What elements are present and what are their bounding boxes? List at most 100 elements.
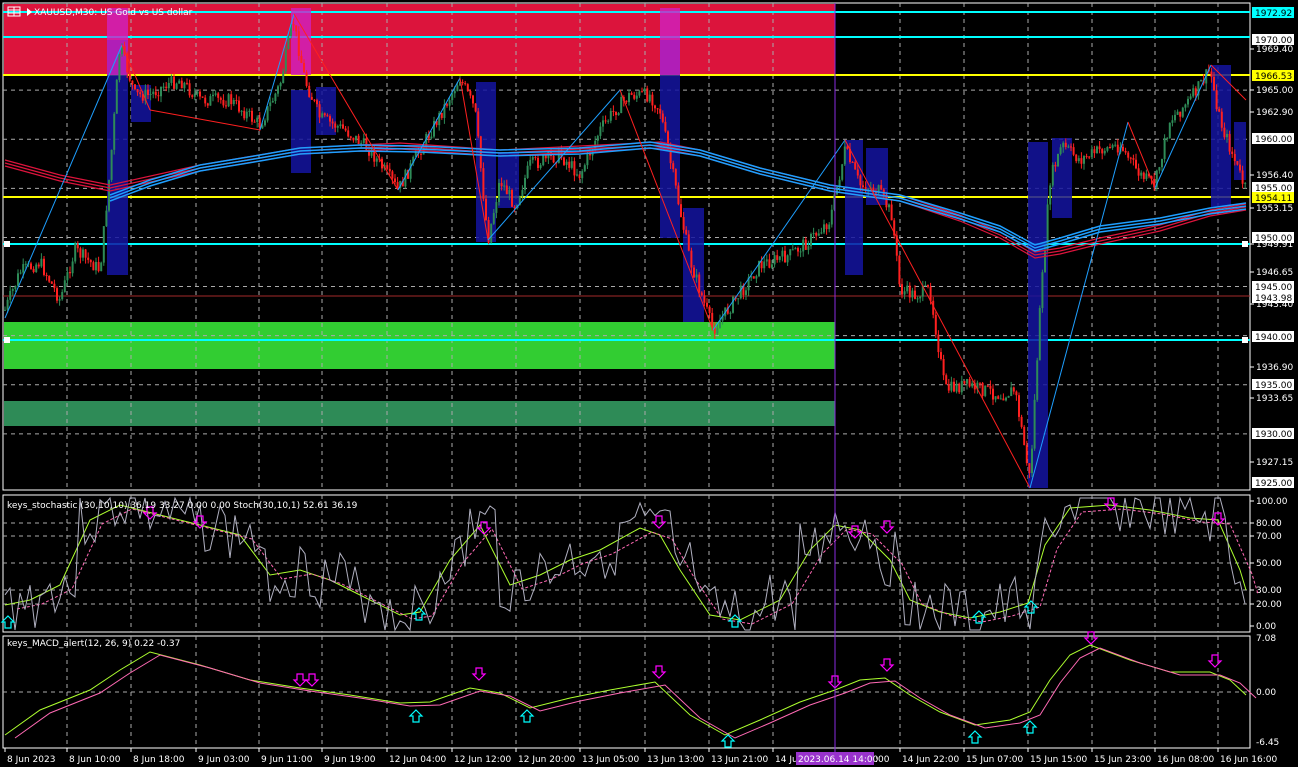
- time-axis-label: 8 Jun 10:00: [69, 755, 121, 765]
- candle-body: [485, 198, 487, 221]
- price-axis-label: 1943.40: [1256, 300, 1293, 310]
- price-level-label: 1966.53: [1255, 72, 1292, 82]
- candle-body: [508, 190, 511, 195]
- candle-body: [227, 94, 230, 107]
- candle-body: [326, 115, 329, 117]
- zigzag-segment: [293, 13, 399, 191]
- candle-body: [420, 153, 422, 155]
- candle-body: [48, 275, 51, 282]
- stoch-down-arrow-icon: [1210, 512, 1226, 526]
- candle-body: [199, 91, 201, 97]
- time-axis-label: 9 Jun 11:00: [261, 755, 313, 765]
- candle-body: [401, 180, 404, 187]
- candle-body: [700, 292, 703, 296]
- candle-body: [786, 255, 789, 263]
- price-level-label-bg: [1252, 292, 1294, 303]
- price-level-label: 1972.92: [1255, 9, 1292, 19]
- candle-body: [1116, 144, 1119, 153]
- price-axis[interactable]: 1969.40 1965.00 1962.90 1956.40 1953.15 1949.…: [1250, 7, 1294, 489]
- zigzag-segment: [459, 77, 489, 241]
- candle-body: [1236, 161, 1239, 165]
- candle-body: [583, 165, 586, 172]
- stoch-up-arrow-icon: [0, 615, 16, 629]
- stoch-up-arrow-icon: [971, 610, 987, 624]
- candle-body: [1150, 176, 1153, 179]
- price-axis-label: 1953.15: [1256, 204, 1293, 214]
- price-level-label-bg: [1252, 70, 1294, 81]
- candle-body: [877, 185, 880, 194]
- candle-body: [22, 264, 25, 273]
- candle-body: [295, 25, 298, 32]
- candle-body: [885, 194, 888, 208]
- candle-body: [804, 239, 807, 250]
- price-axis-label: 1949.91: [1256, 240, 1293, 250]
- candle-body: [1057, 153, 1059, 167]
- candle-body: [552, 155, 555, 163]
- time-axis-label: 13 Jun 13:00: [647, 755, 704, 765]
- candle-body: [960, 380, 963, 393]
- candle-body: [643, 88, 646, 92]
- candle-body: [836, 187, 838, 195]
- candle-body: [206, 103, 209, 106]
- stoch-down-arrow-icon: [192, 515, 208, 529]
- candle-body: [105, 210, 108, 227]
- stoch-axis-label: 30.00: [1256, 586, 1282, 596]
- candle-body: [448, 100, 451, 106]
- candle-body: [9, 290, 12, 300]
- candle-body: [830, 209, 833, 225]
- candle-body: [596, 135, 599, 141]
- candle-body: [1215, 90, 1218, 110]
- candle-body: [1064, 142, 1067, 147]
- candle-body: [375, 158, 378, 162]
- candle-body: [1233, 154, 1236, 162]
- candle-body: [253, 121, 256, 123]
- candle-body: [1122, 146, 1124, 151]
- collapse-arrow-icon[interactable]: [27, 8, 32, 16]
- level-handle: [1242, 241, 1248, 247]
- candle-body: [1075, 154, 1078, 162]
- candle-body: [1051, 164, 1054, 186]
- stochastic-pane[interactable]: 100.00 80.00 70.00 50.00 30.00 20.00 0.00: [0, 494, 1288, 633]
- stoch-up-arrow-icon: [727, 614, 743, 628]
- candle-body: [290, 24, 292, 37]
- candle-body: [729, 312, 732, 314]
- candle-body: [576, 174, 578, 176]
- candle-body: [74, 243, 77, 262]
- candle-body: [490, 223, 493, 243]
- candle-body: [113, 113, 116, 150]
- highlight-column: [316, 87, 336, 135]
- candle-body: [92, 262, 95, 271]
- candle-body: [531, 157, 534, 160]
- main-price-pane[interactable]: [2, 2, 1251, 491]
- candle-body: [851, 161, 854, 163]
- chart-menu-icon[interactable]: [7, 6, 21, 17]
- candle-body: [370, 148, 373, 156]
- candle-body: [19, 272, 22, 274]
- candle-body: [61, 291, 64, 300]
- zigzag-segment: [4, 44, 123, 319]
- candle-body: [763, 261, 766, 269]
- candle-body: [617, 113, 620, 116]
- price-level-label-bg: [1252, 34, 1294, 45]
- candle-body: [966, 379, 968, 384]
- candle-body: [906, 285, 909, 292]
- candle-body: [261, 125, 264, 129]
- candle-body: [97, 261, 100, 272]
- macd-pane[interactable]: 7.08 0.00 -6.45: [2, 631, 1279, 749]
- highlight-column-magenta: [291, 8, 311, 75]
- candle-body: [953, 381, 955, 392]
- candle-body: [750, 276, 753, 278]
- stoch-axis-label: 70.00: [1256, 532, 1282, 542]
- macd-up-arrow-icon: [408, 709, 424, 723]
- price-level-label: 1945.00: [1255, 283, 1292, 293]
- candle-body: [344, 128, 347, 131]
- candle-body: [342, 124, 344, 129]
- candle-body: [287, 36, 290, 50]
- stoch-down-arrow-icon: [879, 520, 895, 534]
- candle-body: [1153, 178, 1156, 188]
- candle-body: [219, 97, 222, 100]
- candle-body: [461, 82, 464, 84]
- price-axis-label: 1927.15: [1256, 458, 1293, 468]
- candle-body: [981, 382, 984, 396]
